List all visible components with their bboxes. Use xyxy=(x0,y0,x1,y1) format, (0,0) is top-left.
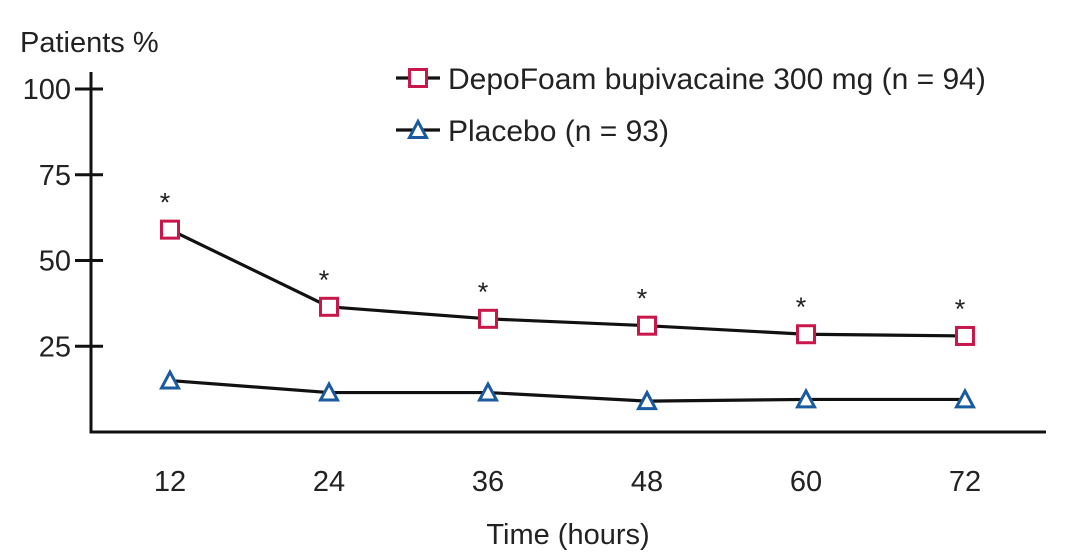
y-tick-label: 25 xyxy=(39,331,71,363)
data-point xyxy=(159,368,181,390)
data-point xyxy=(160,219,180,240)
series-2 xyxy=(159,368,976,411)
x-tick-label: 60 xyxy=(790,466,822,498)
y-tick-label: 100 xyxy=(23,74,71,106)
legend-label: DepoFoam bupivacaine 300 mg (n = 94) xyxy=(448,63,986,96)
series-layer: * * * * * * xyxy=(159,188,976,411)
data-point xyxy=(636,389,658,411)
significance-marker: * xyxy=(796,292,807,322)
data-point xyxy=(319,296,339,317)
data-point xyxy=(318,380,340,402)
legend-entry-1: DepoFoam bupivacaine 300 mg (n = 94) xyxy=(396,63,986,96)
data-point xyxy=(637,315,657,336)
significance-marker: * xyxy=(478,277,489,307)
series-line xyxy=(169,378,965,403)
data-point xyxy=(955,325,975,346)
x-tick-label: 36 xyxy=(472,466,504,498)
significance-marker: * xyxy=(319,265,330,295)
data-point xyxy=(954,387,976,409)
data-point xyxy=(478,308,498,329)
x-axis-title: Time (hours) xyxy=(486,519,649,551)
significance-marker: * xyxy=(955,294,966,324)
y-tick-label: 50 xyxy=(39,246,71,278)
legend: DepoFoam bupivacaine 300 mg (n = 94) Plac… xyxy=(396,63,986,148)
significance-marker: * xyxy=(637,284,648,314)
x-tick-label: 48 xyxy=(631,466,663,498)
x-tick-label: 12 xyxy=(154,466,186,498)
y-axis-title: Patients % xyxy=(20,27,159,59)
data-point xyxy=(477,380,499,402)
significance-marker: * xyxy=(160,188,171,218)
data-point xyxy=(795,387,817,409)
legend-square-marker xyxy=(408,68,428,88)
legend-label: Placebo (n = 93) xyxy=(448,115,669,148)
axes: 25 50 75 100 12 24 36 48 60 72 xyxy=(23,72,1046,498)
series-1: * * * * * * xyxy=(160,188,975,346)
x-tick-label: 72 xyxy=(949,466,981,498)
data-point xyxy=(796,324,816,345)
y-tick-label: 75 xyxy=(39,160,71,192)
series-line xyxy=(169,228,966,338)
x-tick-label: 24 xyxy=(313,466,345,498)
legend-triangle-marker xyxy=(407,118,429,139)
legend-entry-2: Placebo (n = 93) xyxy=(396,115,669,148)
